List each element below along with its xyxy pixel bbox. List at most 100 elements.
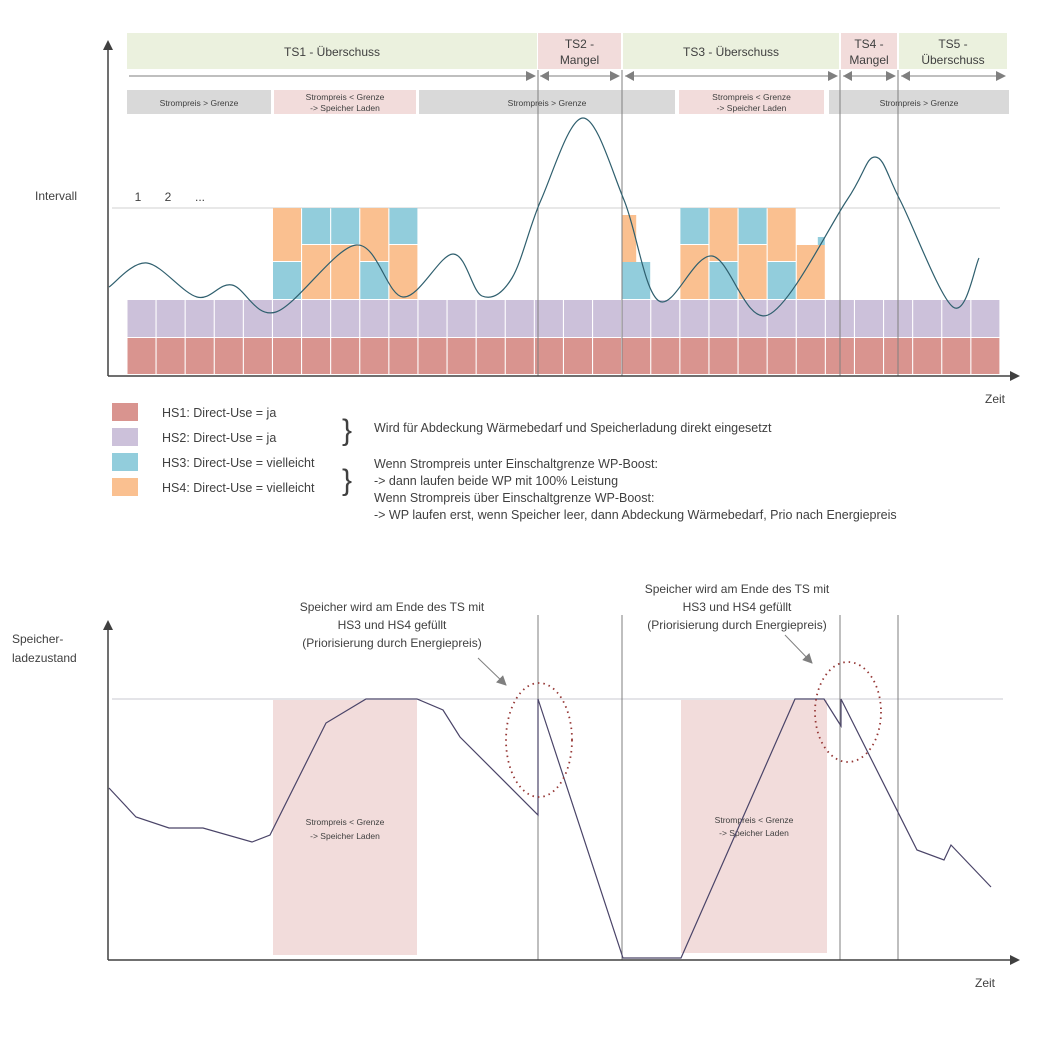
hs2-block bbox=[651, 300, 680, 337]
hs4-block bbox=[767, 208, 796, 261]
y-axis-label: Speicher- bbox=[12, 632, 63, 646]
phase-box bbox=[127, 33, 537, 69]
hs1-block bbox=[418, 338, 447, 374]
hs4-block bbox=[796, 245, 825, 299]
bottom-chart: Strompreis < Grenze -> Speicher Laden Stro… bbox=[12, 582, 1020, 990]
interval-label: ... bbox=[195, 190, 205, 204]
hs1-block bbox=[273, 338, 301, 374]
hs2-block bbox=[418, 300, 447, 337]
hs2-block bbox=[913, 300, 942, 337]
hs4-block bbox=[302, 245, 331, 299]
hs1-block bbox=[156, 338, 185, 374]
hs1-block bbox=[913, 338, 942, 374]
price-band-label: Strompreis > Grenze bbox=[880, 98, 959, 108]
brace-icon: } bbox=[342, 414, 352, 447]
hs2-block bbox=[360, 300, 389, 337]
phase-box bbox=[841, 33, 897, 69]
state-of-charge-line bbox=[108, 698, 992, 959]
hs1-block bbox=[185, 338, 214, 374]
hs1-block bbox=[447, 338, 476, 374]
arrowhead-icon bbox=[625, 71, 634, 81]
hs2-block bbox=[534, 300, 563, 337]
hs1-block bbox=[331, 338, 360, 374]
hs2-block bbox=[680, 300, 709, 337]
hs2-block bbox=[855, 300, 883, 337]
hs1-block bbox=[127, 338, 156, 374]
phase-box bbox=[623, 33, 839, 69]
hs2-block bbox=[156, 300, 185, 337]
hs1-block bbox=[709, 338, 738, 374]
hs4-block bbox=[331, 245, 360, 299]
phase-label: TS3 - Überschuss bbox=[683, 45, 779, 59]
charge-band bbox=[273, 700, 417, 955]
hs2-block bbox=[185, 300, 214, 337]
highlight-ellipse bbox=[814, 661, 882, 763]
arrowhead-icon bbox=[843, 71, 852, 81]
hs2-block bbox=[214, 300, 243, 337]
hs4-block bbox=[738, 245, 767, 299]
phase-box bbox=[899, 33, 1007, 69]
hs3-block bbox=[738, 208, 767, 244]
hs1-block bbox=[796, 338, 825, 374]
legend-note: Wenn Strompreis über Einschaltgrenze WP-… bbox=[374, 491, 654, 505]
hs1-block bbox=[243, 338, 272, 374]
legend-note: -> WP laufen erst, wenn Speicher leer, d… bbox=[374, 508, 897, 522]
hs2-block bbox=[476, 300, 505, 337]
phase-label: TS4 - bbox=[854, 37, 883, 51]
legend-swatch bbox=[112, 453, 138, 471]
hs1-block bbox=[476, 338, 505, 374]
annotation-text: HS3 und HS4 gefüllt bbox=[683, 600, 792, 614]
hs3-block bbox=[302, 208, 331, 244]
hs2-block bbox=[796, 300, 825, 337]
highlight-ellipse bbox=[505, 682, 573, 798]
annotation-text: (Priorisierung durch Energiepreis) bbox=[647, 618, 826, 632]
hs1-block bbox=[564, 338, 592, 374]
legend-label: HS2: Direct-Use = ja bbox=[162, 431, 276, 445]
charge-band-label: Strompreis < Grenze bbox=[306, 817, 385, 827]
legend-note: Wird für Abdeckung Wärmebedarf und Speic… bbox=[374, 421, 772, 435]
annotation-text: Speicher wird am Ende des TS mit bbox=[645, 582, 830, 596]
x-axis-label: Zeit bbox=[975, 976, 996, 990]
hs2-block bbox=[505, 300, 534, 337]
hs2-block bbox=[447, 300, 476, 337]
annotation-text: Speicher wird am Ende des TS mit bbox=[300, 600, 485, 614]
price-band-label: -> Speicher Laden bbox=[310, 103, 380, 113]
phase-label: TS2 - bbox=[565, 37, 594, 51]
hs2-block bbox=[622, 300, 651, 337]
hs1-block bbox=[651, 338, 680, 374]
legend-swatch bbox=[112, 403, 138, 421]
hs1-block bbox=[505, 338, 534, 374]
hs1-block bbox=[214, 338, 243, 374]
hs1-block bbox=[534, 338, 563, 374]
phase-label: TS5 - bbox=[938, 37, 967, 51]
hs3-block bbox=[817, 237, 825, 245]
phase-label: Überschuss bbox=[921, 53, 984, 67]
hs2-block bbox=[273, 300, 301, 337]
hs4-block bbox=[622, 215, 637, 262]
annotation-text: (Priorisierung durch Energiepreis) bbox=[302, 636, 481, 650]
hs1-block bbox=[971, 338, 1000, 374]
charge-band-label: -> Speicher Laden bbox=[310, 831, 380, 841]
price-band-label: -> Speicher Laden bbox=[717, 103, 787, 113]
annotation-arrow bbox=[784, 634, 813, 664]
hs1-block bbox=[360, 338, 389, 374]
top-chart: TS1 - Überschuss TS2 - Mangel TS3 - Übersch… bbox=[35, 33, 1020, 406]
hs2-block bbox=[243, 300, 272, 337]
hs1-block bbox=[767, 338, 796, 374]
brace-icon: } bbox=[342, 464, 352, 497]
hs3-block bbox=[273, 262, 301, 299]
phase-box bbox=[538, 33, 621, 69]
legend-label: HS1: Direct-Use = ja bbox=[162, 406, 276, 420]
legend-label: HS4: Direct-Use = vielleicht bbox=[162, 481, 315, 495]
hs1-block bbox=[738, 338, 767, 374]
legend-swatch bbox=[112, 478, 138, 496]
hs4-block bbox=[360, 208, 389, 261]
price-band bbox=[829, 90, 1009, 114]
annotation-text: HS3 und HS4 gefüllt bbox=[338, 618, 447, 632]
price-band bbox=[419, 90, 675, 114]
hs2-block bbox=[971, 300, 1000, 337]
phase-label: Mangel bbox=[560, 53, 599, 67]
price-band bbox=[127, 90, 271, 114]
price-band bbox=[274, 90, 416, 114]
